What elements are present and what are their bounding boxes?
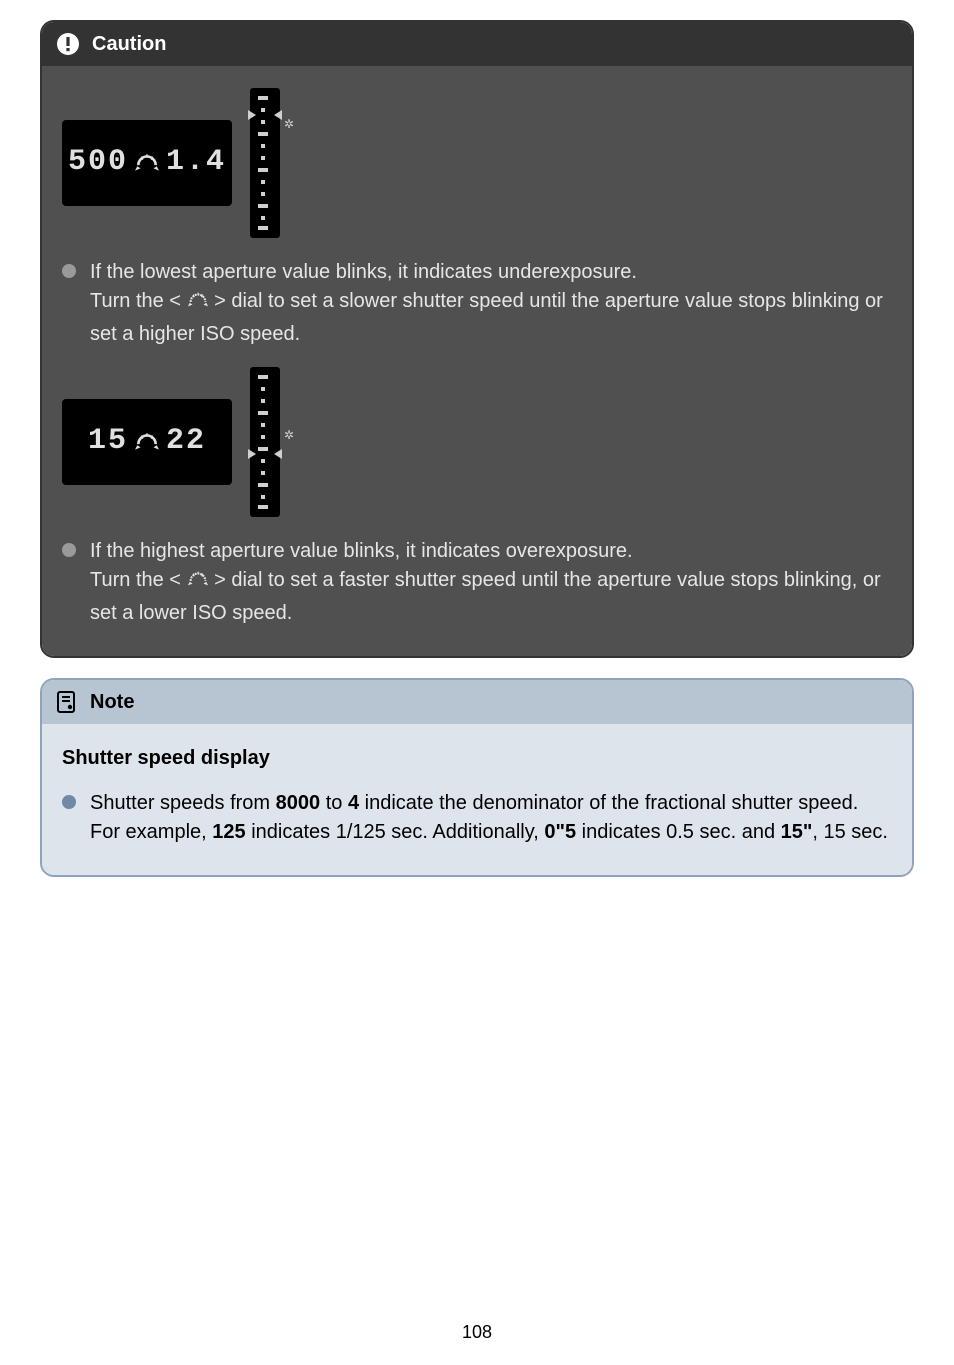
bullet-icon (62, 543, 76, 557)
note-bullet-1-text: Shutter speeds from 8000 to 4 indicate t… (90, 789, 892, 847)
note-text: , 15 sec. (812, 821, 888, 843)
caution-b2-b: > dial to set a faster shutter speed unt… (90, 569, 881, 624)
note-bullet-1: Shutter speeds from 8000 to 4 indicate t… (56, 783, 898, 857)
main-dial-icon (134, 429, 160, 455)
note-bold: 125 (212, 821, 245, 843)
caution-header: Caution (42, 22, 912, 66)
caution-card: Caution 500 1.4 (40, 20, 914, 658)
note-bold: 15" (781, 821, 813, 843)
lcd1-shutter: 500 (68, 141, 128, 185)
lcd-display-2: 15 22 (62, 399, 232, 485)
exposure-bar-1: ✲ (250, 88, 280, 238)
exposure-bar-2: ✲ (250, 367, 280, 517)
note-icon (56, 690, 78, 714)
lcd2-aperture: 22 (166, 420, 206, 464)
caution-figure-1: 500 1.4 (56, 80, 898, 252)
note-text: indicates 0.5 sec. and (576, 821, 781, 843)
caution-b2-lead: If the highest aperture value blinks, it… (90, 540, 633, 562)
caution-bullet-1: If the lowest aperture value blinks, it … (56, 252, 898, 359)
note-header: Note (42, 680, 912, 724)
lcd2-shutter: 15 (88, 420, 128, 464)
note-title: Note (90, 691, 134, 714)
caution-title: Caution (92, 33, 166, 56)
main-dial-icon (187, 289, 209, 320)
caution-bullet-1-text: If the lowest aperture value blinks, it … (90, 258, 892, 349)
note-bold: 8000 (276, 792, 321, 814)
lcd1-aperture: 1.4 (166, 141, 226, 185)
caution-icon (56, 32, 80, 56)
caution-bullet-2-text: If the highest aperture value blinks, it… (90, 537, 892, 628)
bullet-icon (62, 264, 76, 278)
caution-b1-a: Turn the < (90, 290, 187, 312)
note-card: Note Shutter speed display Shutter speed… (40, 678, 914, 877)
note-bold: 4 (348, 792, 359, 814)
note-text: to (320, 792, 348, 814)
caution-bullet-2: If the highest aperture value blinks, it… (56, 531, 898, 638)
note-bold: 0"5 (544, 821, 576, 843)
page-number: 108 (0, 1322, 954, 1343)
note-text: Shutter speeds from (90, 792, 276, 814)
bullet-icon (62, 795, 76, 809)
note-subheading: Shutter speed display (56, 738, 898, 783)
caution-b1-lead: If the lowest aperture value blinks, it … (90, 261, 637, 283)
note-text: indicates 1/125 sec. Additionally, (246, 821, 545, 843)
caution-b2-a: Turn the < (90, 569, 187, 591)
caution-b1-b: > dial to set a slower shutter speed unt… (90, 290, 883, 345)
main-dial-icon (187, 568, 209, 599)
caution-body: 500 1.4 (42, 66, 912, 656)
note-body: Shutter speed display Shutter speeds fro… (42, 724, 912, 875)
main-dial-icon (134, 150, 160, 176)
caution-figure-2: 15 22 (56, 359, 898, 531)
lcd-display-1: 500 1.4 (62, 120, 232, 206)
